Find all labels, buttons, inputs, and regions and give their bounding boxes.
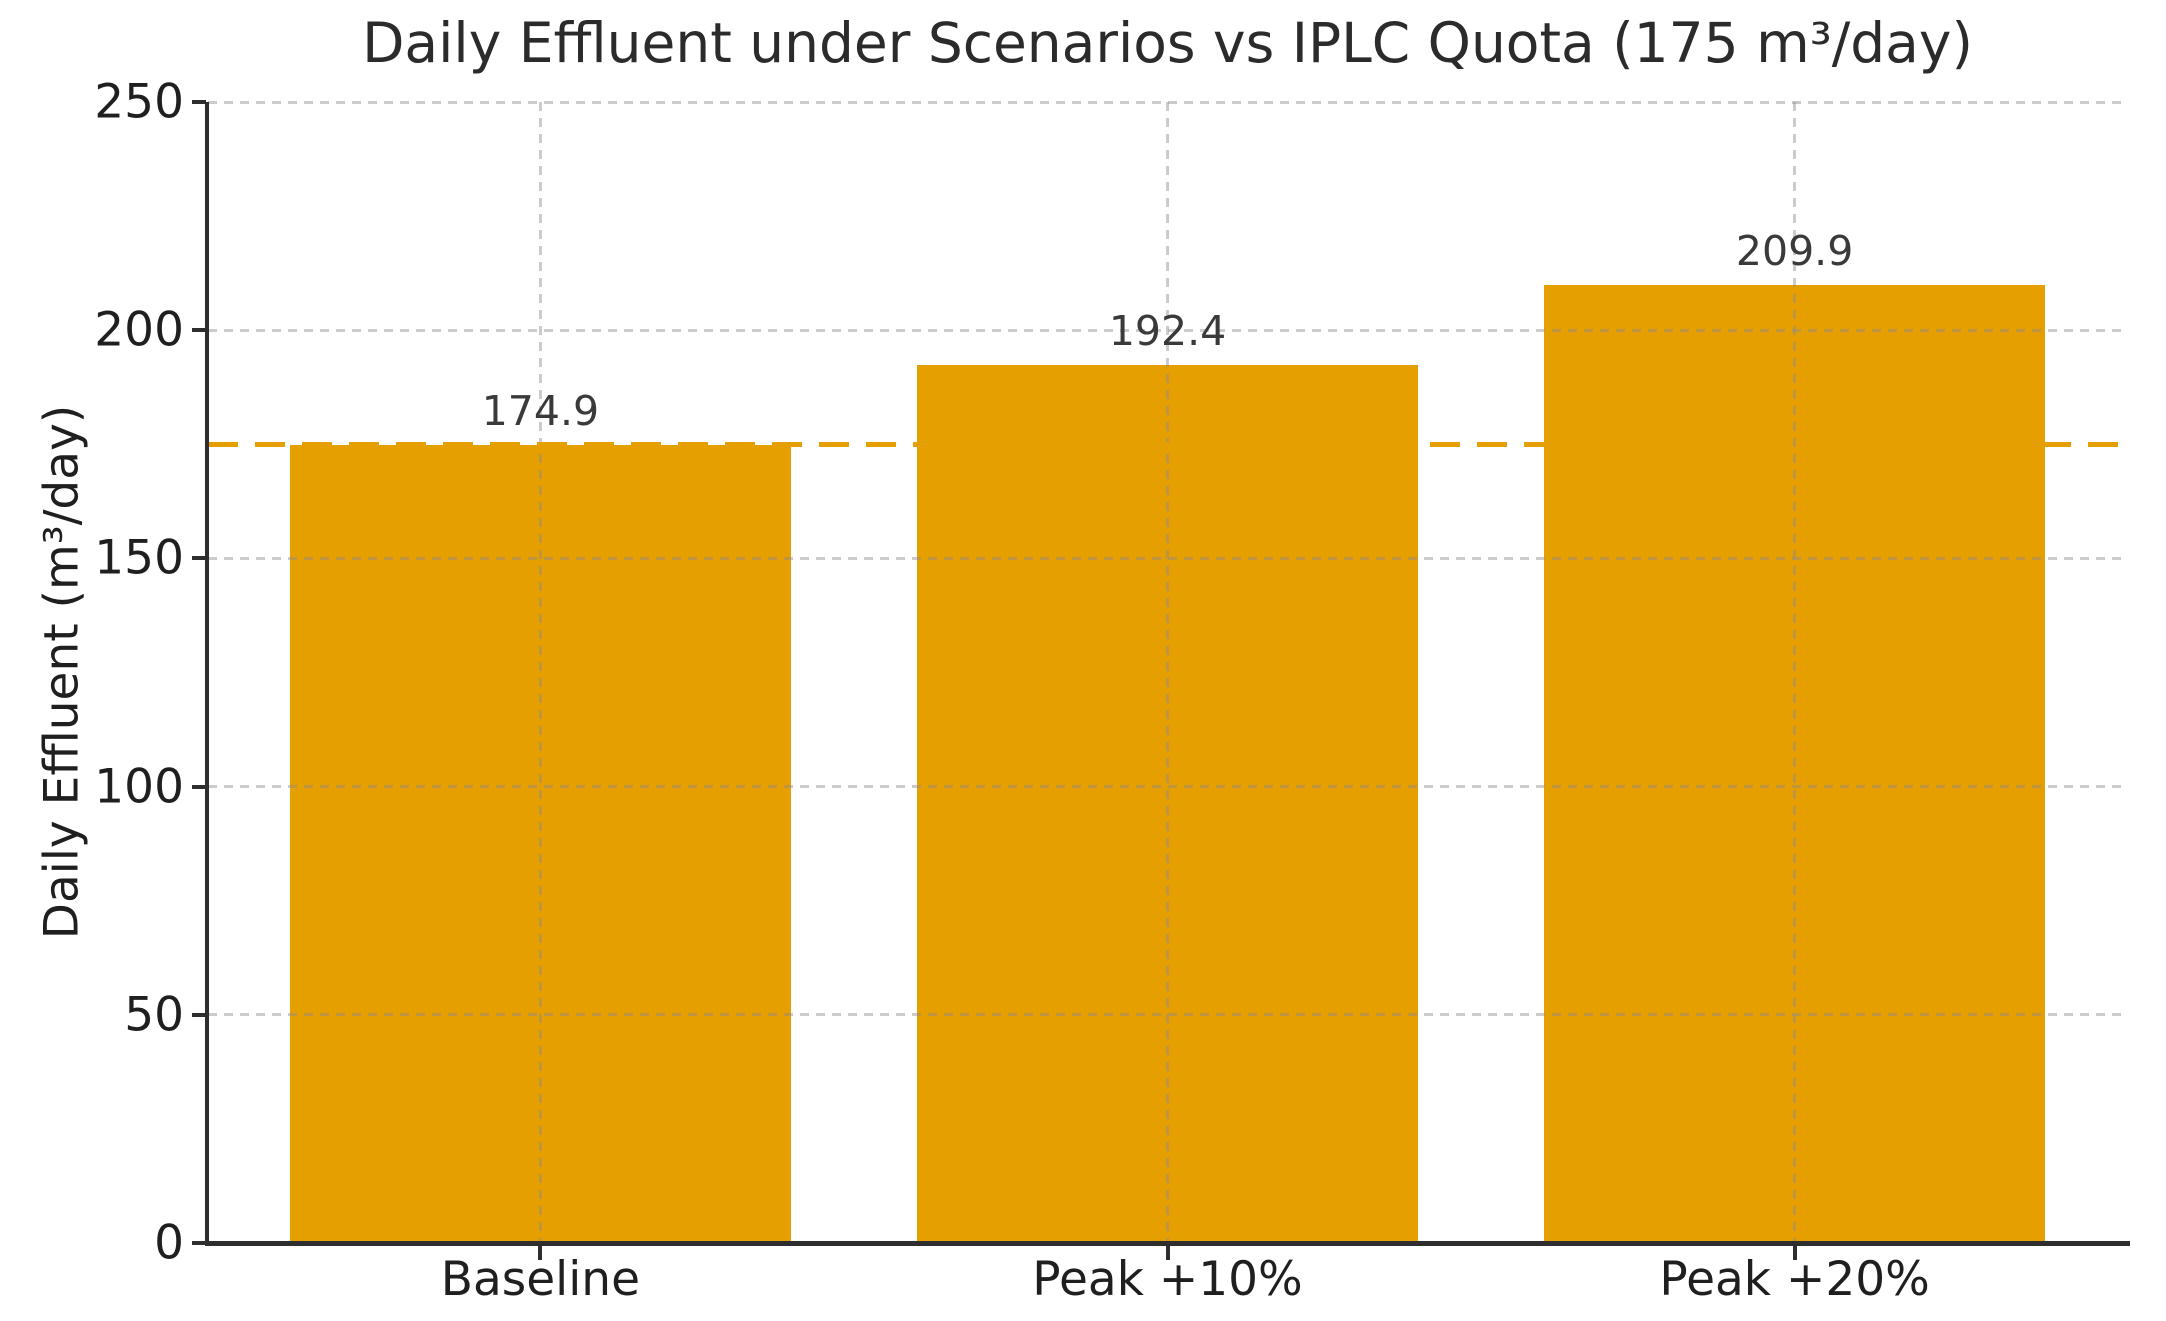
quota-reference-line	[208, 441, 2127, 447]
bar	[289, 444, 792, 1243]
y-tick-mark	[192, 100, 206, 104]
bar-value-label: 209.9	[1735, 227, 1854, 276]
grid-line-horizontal	[208, 100, 2127, 104]
x-axis-spine	[206, 1241, 2130, 1246]
y-tick-mark	[192, 784, 206, 789]
y-tick-label: 250	[94, 74, 184, 130]
x-tick-label: Peak +10%	[1032, 1252, 1303, 1307]
bar	[916, 364, 1419, 1243]
y-tick-mark	[192, 1012, 206, 1017]
x-tick-label: Peak +20%	[1659, 1252, 1930, 1307]
grid-line-horizontal	[208, 1013, 2127, 1017]
grid-line-vertical	[1166, 102, 1169, 1243]
grid-line-horizontal	[208, 785, 2127, 789]
y-tick-label: 150	[94, 530, 184, 586]
bar-value-label: 192.4	[1108, 306, 1227, 355]
y-tick-mark	[192, 1241, 206, 1245]
y-tick-label: 200	[94, 302, 184, 358]
grid-line-horizontal	[208, 556, 2127, 560]
y-tick-mark	[192, 328, 206, 333]
y-tick-label: 100	[94, 759, 184, 815]
chart-title: Daily Effluent under Scenarios vs IPLC Q…	[362, 11, 1973, 75]
y-axis-label: Daily Effluent (m³/day)	[34, 404, 90, 940]
x-tick-mark	[1165, 1246, 1170, 1260]
grid-line-vertical	[1793, 102, 1797, 1243]
grid-line-vertical	[538, 102, 542, 1243]
bar-value-label: 174.9	[481, 386, 600, 435]
x-tick-mark	[538, 1246, 543, 1260]
grid-line-horizontal	[208, 328, 2127, 332]
y-tick-mark	[192, 556, 206, 561]
y-tick-label: 0	[154, 1215, 184, 1271]
x-tick-mark	[1792, 1246, 1797, 1260]
y-axis-spine	[205, 102, 209, 1246]
x-tick-label: Baseline	[440, 1252, 641, 1307]
y-tick-label: 50	[124, 987, 184, 1043]
